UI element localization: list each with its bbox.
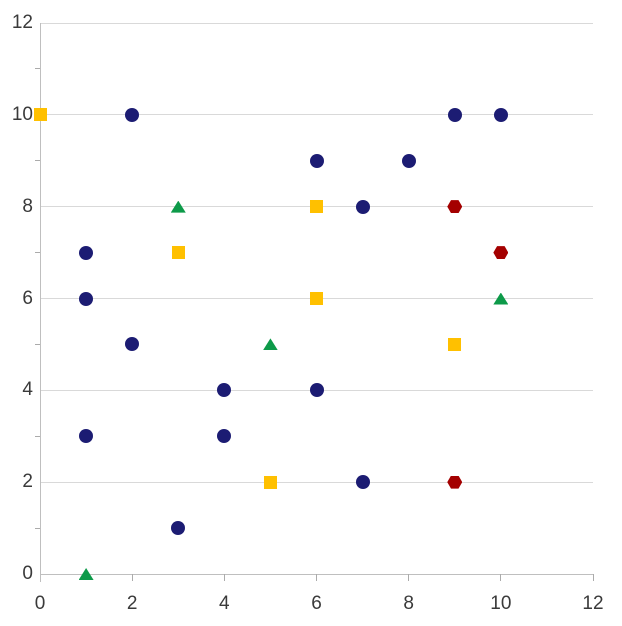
x-axis-tick: [592, 574, 594, 581]
y-gridline: [40, 481, 593, 483]
data-point-gold-squares: [33, 108, 47, 122]
data-point-gold-squares: [310, 200, 323, 214]
y-axis-tick-label: 10: [11, 103, 33, 125]
y-axis-minor-tick: [35, 252, 40, 254]
data-point-navy-circles: [355, 475, 370, 490]
data-point-navy-circles: [79, 291, 94, 306]
y-axis-tick-label: 4: [22, 379, 33, 401]
y-axis-minor-tick: [35, 160, 40, 162]
y-gridline: [40, 22, 593, 24]
x-axis-tick-label: 0: [34, 593, 46, 614]
x-axis-tick-label: 2: [126, 593, 138, 614]
x-axis-tick: [131, 574, 133, 581]
x-axis-tick-label: 8: [403, 593, 414, 614]
data-point-navy-circles: [125, 107, 140, 122]
x-axis-tick: [408, 574, 410, 581]
data-point-gold-squares: [448, 337, 462, 351]
y-axis-line: [39, 23, 41, 582]
y-axis-minor-tick: [35, 435, 40, 437]
data-point-navy-circles: [171, 521, 186, 536]
data-point-gold-squares: [263, 475, 277, 489]
data-point-navy-circles: [493, 107, 508, 122]
y-axis-tick-label: 8: [22, 195, 33, 217]
data-point-navy-circles: [217, 383, 232, 398]
x-axis-tick-label: 4: [219, 593, 230, 614]
y-axis-tick-label: 12: [11, 12, 33, 33]
data-point-green-triangles: [262, 338, 278, 351]
x-axis-tick: [316, 574, 317, 581]
data-point-gold-squares: [171, 246, 185, 260]
y-axis-minor-tick: [35, 68, 40, 70]
x-axis-tick-label: 10: [490, 593, 512, 614]
x-axis-tick: [500, 574, 502, 581]
data-point-darkred-hexagons: [447, 200, 463, 214]
data-point-darkred-hexagons: [447, 475, 463, 489]
data-point-gold-squares: [310, 292, 323, 305]
data-point-navy-circles: [79, 245, 94, 260]
y-axis-minor-tick: [35, 527, 40, 529]
y-axis-tick-label: 6: [22, 287, 33, 309]
x-axis-tick-label: 6: [311, 593, 322, 614]
data-point-navy-circles: [79, 429, 94, 444]
y-axis-tick-label: 0: [22, 563, 33, 584]
plot-area: 0 2 4 6 8 10 12 0 2 4 6 8 10 12: [12, 12, 604, 614]
data-point-darkred-hexagons: [493, 246, 509, 260]
y-axis-minor-tick: [35, 343, 40, 345]
y-axis-tick-label: 2: [22, 471, 33, 493]
data-point-navy-circles: [309, 153, 324, 168]
x-axis-tick-label: 12: [582, 593, 604, 614]
data-point-navy-circles: [401, 153, 416, 168]
data-point-navy-circles: [125, 337, 140, 352]
x-axis-tick: [223, 574, 225, 581]
data-point-navy-circles: [355, 199, 370, 214]
y-gridline: [40, 114, 593, 116]
data-point-navy-circles: [309, 383, 324, 398]
data-point-navy-circles: [447, 107, 462, 122]
data-point-navy-circles: [217, 429, 232, 444]
